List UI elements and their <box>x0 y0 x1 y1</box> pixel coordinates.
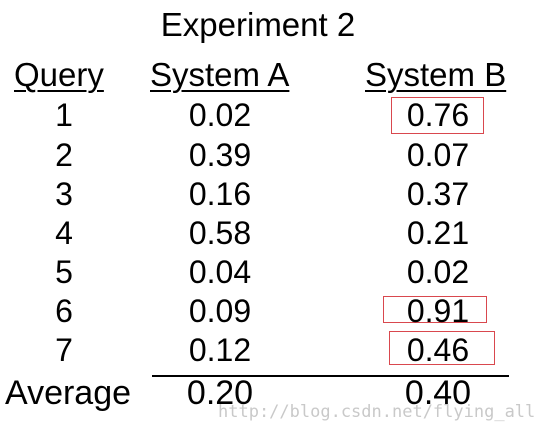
system-a-cell: 0.12 <box>188 332 252 368</box>
system-b-cell: 0.46 <box>406 332 470 368</box>
average-label: Average <box>5 374 132 412</box>
system-b-cell: 0.76 <box>406 97 470 133</box>
query-cell: 1 <box>55 97 73 133</box>
average-system-a: 0.20 <box>186 374 254 412</box>
query-cell: 7 <box>55 332 73 368</box>
system-a-cell: 0.04 <box>188 254 252 290</box>
page-title: Experiment 2 <box>160 6 356 43</box>
system-a-cell: 0.09 <box>188 293 252 329</box>
highlight-box-row-1 <box>391 97 484 134</box>
query-cell: 5 <box>55 254 73 290</box>
query-cell: 2 <box>55 137 73 173</box>
header-query: Query <box>14 56 104 93</box>
header-system-a: System A <box>150 56 290 93</box>
system-b-cell: 0.07 <box>406 137 470 173</box>
highlight-box-row-7 <box>389 331 495 365</box>
system-a-cell: 0.58 <box>188 215 252 251</box>
system-a-cell: 0.02 <box>188 97 252 133</box>
query-cell: 4 <box>55 215 73 251</box>
system-b-cell: 0.91 <box>406 293 470 329</box>
highlight-box-row-6 <box>383 296 487 323</box>
query-cell: 3 <box>55 176 73 212</box>
system-b-cell: 0.37 <box>406 176 470 212</box>
average-divider <box>152 375 509 377</box>
average-system-b: 0.40 <box>404 374 472 412</box>
system-a-cell: 0.39 <box>188 137 252 173</box>
system-a-cell: 0.16 <box>188 176 252 212</box>
query-cell: 6 <box>55 293 73 329</box>
system-b-cell: 0.21 <box>406 215 470 251</box>
watermark: http://blog.csdn.net/flying_all <box>218 402 536 422</box>
system-b-cell: 0.02 <box>406 254 470 290</box>
header-system-b: System B <box>365 56 507 93</box>
